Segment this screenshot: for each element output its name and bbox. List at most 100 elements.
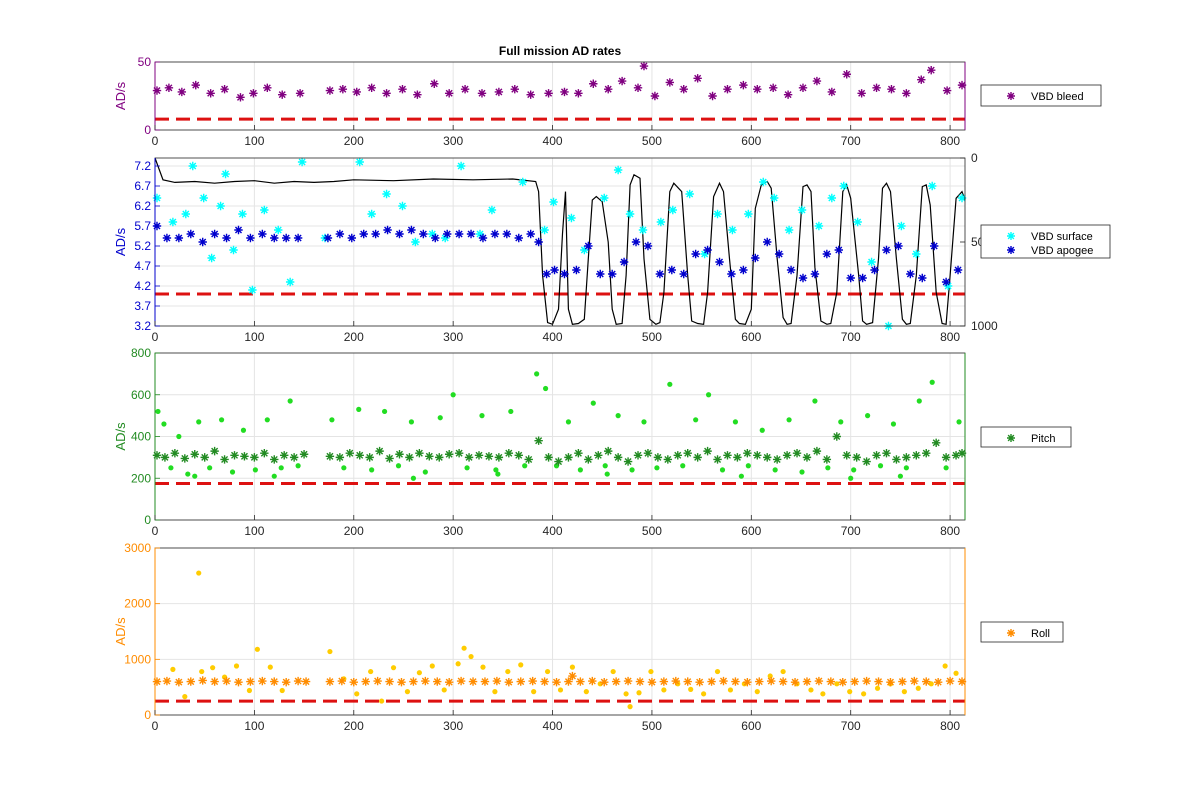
x-tick-label: 0 <box>152 719 159 733</box>
data-point <box>379 698 385 704</box>
data-point <box>827 87 837 97</box>
data-point <box>258 229 267 239</box>
data-point <box>419 229 428 239</box>
data-point <box>784 225 794 235</box>
data-point <box>263 83 272 93</box>
data-point <box>210 229 219 239</box>
data-point <box>723 451 732 460</box>
data-point <box>552 677 561 687</box>
data-point <box>903 465 909 471</box>
data-point <box>514 233 523 243</box>
data-point <box>327 648 333 655</box>
data-point <box>957 193 967 203</box>
data-point <box>707 677 716 686</box>
data-point <box>739 265 748 275</box>
data-point <box>461 645 467 651</box>
data-point <box>373 676 382 686</box>
data-point <box>230 451 239 460</box>
data-point <box>912 451 921 460</box>
data-point <box>295 89 305 98</box>
data-point <box>568 671 577 681</box>
data-point <box>249 89 258 98</box>
data-point <box>838 677 847 687</box>
legend-box <box>980 426 1072 448</box>
data-point <box>248 285 257 295</box>
data-point <box>808 687 814 693</box>
panel-bleed: 0 100 200 300 400 500 600 700 800 0 50 AD/s VBD blee… <box>113 55 1102 148</box>
data-point <box>623 457 633 466</box>
data-point <box>874 685 881 691</box>
data-point <box>713 209 722 219</box>
data-point <box>679 85 688 94</box>
data-point <box>744 209 753 219</box>
data-point <box>518 662 524 668</box>
data-point <box>454 229 464 239</box>
y-tick-label: 4.7 <box>134 259 151 273</box>
data-point <box>456 676 466 686</box>
x-tick-label: 400 <box>543 134 563 148</box>
data-point <box>361 677 370 686</box>
x-tick-label: 400 <box>543 524 563 538</box>
y-tick-label: 3.7 <box>134 299 151 313</box>
data-point <box>812 398 818 404</box>
x-tick-label: 200 <box>344 134 364 148</box>
data-point <box>798 273 808 283</box>
data-point <box>152 193 162 203</box>
data-point <box>886 677 895 687</box>
data-point <box>258 676 267 686</box>
data-point <box>897 473 903 479</box>
data-point <box>516 677 525 686</box>
data-point <box>493 467 499 473</box>
y-tick-label: 3000 <box>124 541 151 555</box>
legend-box <box>980 621 1064 643</box>
data-point <box>222 676 231 686</box>
data-point <box>846 273 855 283</box>
data-point <box>814 676 824 686</box>
data-point <box>429 663 435 669</box>
data-point <box>825 465 831 471</box>
data-point <box>329 417 335 423</box>
data-point <box>842 451 851 460</box>
data-point <box>460 85 470 94</box>
data-point <box>210 677 219 686</box>
data-point <box>352 87 361 97</box>
data-point <box>477 89 487 98</box>
y-tick-label: 50 <box>138 55 152 69</box>
data-point <box>827 193 837 203</box>
data-point <box>252 467 258 473</box>
data-point <box>221 169 230 179</box>
data-point <box>763 453 772 462</box>
data-point <box>160 453 170 462</box>
data-point <box>638 225 648 235</box>
data-point <box>953 670 959 676</box>
data-point <box>246 233 255 243</box>
data-point <box>728 225 737 235</box>
data-point <box>398 201 407 211</box>
data-point <box>594 451 603 460</box>
data-point <box>297 157 307 167</box>
data-point <box>186 677 195 686</box>
data-point <box>663 455 673 464</box>
data-point <box>464 453 474 462</box>
data-point <box>185 471 191 477</box>
data-point <box>719 467 726 473</box>
data-point <box>431 233 440 243</box>
data-point <box>375 446 384 456</box>
data-point <box>774 249 784 259</box>
data-point <box>199 193 208 203</box>
data-point <box>495 471 501 477</box>
data-point <box>337 676 347 686</box>
data-point <box>754 689 760 695</box>
data-point <box>349 677 358 687</box>
data-point <box>441 233 450 243</box>
data-point <box>416 670 422 676</box>
data-point <box>665 78 675 87</box>
data-point <box>542 385 549 392</box>
data-point <box>267 664 273 670</box>
data-point <box>857 89 866 98</box>
data-point <box>161 421 167 427</box>
data-point <box>604 85 613 94</box>
data-point <box>633 451 643 460</box>
data-point <box>617 76 627 86</box>
data-point <box>852 453 861 462</box>
